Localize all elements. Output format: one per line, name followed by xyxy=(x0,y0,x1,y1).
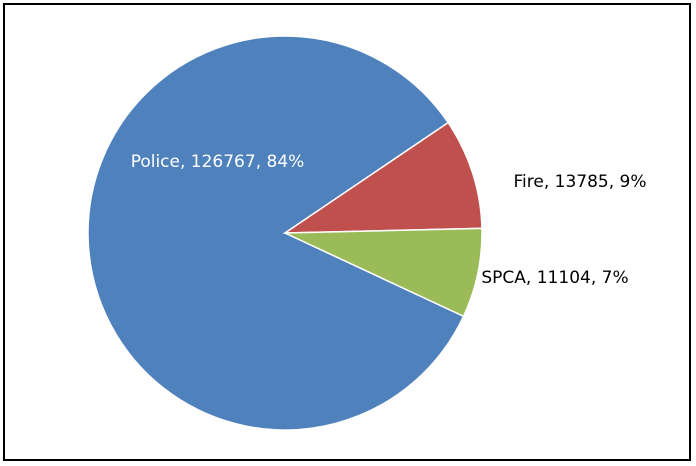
pie-slice xyxy=(284,227,483,318)
pie-slice xyxy=(282,121,483,234)
pie-slice xyxy=(87,35,465,431)
data-label: Police, 126767, 84% xyxy=(130,152,305,172)
chart-frame xyxy=(3,3,691,461)
data-label: Fire, 13785, 9% xyxy=(513,172,647,192)
data-label: SPCA, 11104, 7% xyxy=(481,268,629,288)
